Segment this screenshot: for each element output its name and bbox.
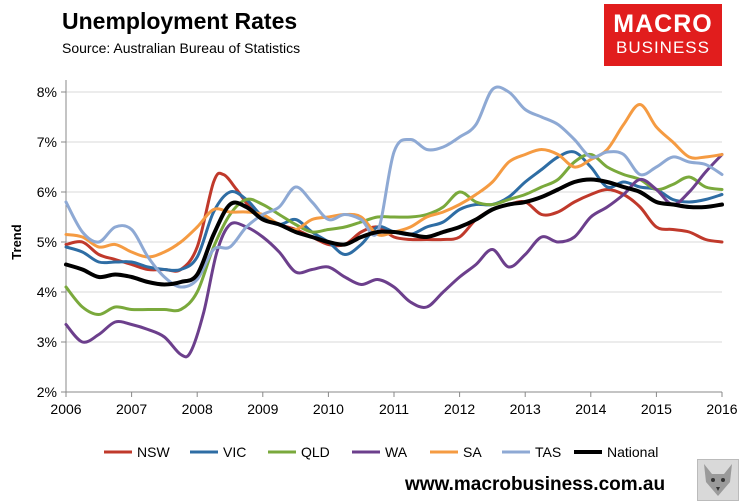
logo-line2: BUSINESS (616, 38, 710, 57)
legend-label-wa: WA (385, 444, 408, 460)
x-tick-label: 2011 (379, 401, 409, 417)
chart-subtitle: Source: Australian Bureau of Statistics (62, 40, 301, 56)
series-line-qld (64, 152, 724, 316)
y-tick-label: 6% (37, 184, 57, 200)
legend-label-qld: QLD (301, 444, 330, 460)
y-tick-label: 8% (37, 84, 57, 100)
x-tick-label: 2006 (50, 401, 81, 417)
x-tick-label: 2007 (116, 401, 147, 417)
y-axis-ticks: 2% 3% 4% 5% 6% 7% 8% (37, 84, 66, 400)
x-tick-label: 2012 (444, 401, 475, 417)
wolf-mascot-icon (697, 459, 739, 501)
y-tick-label: 5% (37, 234, 57, 250)
x-tick-label: 2016 (706, 401, 737, 417)
legend-label-tas: TAS (535, 444, 561, 460)
unemployment-line-chart: 2%3%4%5%6%7%8% 2006 2007 2008 2009 2010 2011 2… (9, 80, 738, 460)
series-line-tas (64, 85, 724, 289)
website-url[interactable]: www.macrobusiness.com.au (405, 474, 666, 495)
x-axis-ticks: 2006 2007 2008 2009 2010 2011 2012 2013 2014 2015… (50, 392, 738, 417)
legend: NSW VIC QLD WA SA TAS National (104, 444, 658, 460)
legend-label-vic: VIC (223, 444, 246, 460)
series-line-national (64, 177, 724, 287)
gridlines (66, 91, 722, 343)
chart-title: Unemployment Rates (62, 8, 298, 34)
x-tick-label: 2013 (510, 401, 541, 417)
legend-label-national: National (607, 444, 658, 460)
legend-label-nsw: NSW (137, 444, 170, 460)
macrobusiness-logo: MACRO BUSINESS (604, 4, 722, 66)
y-tick-label: 3% (37, 334, 57, 350)
y-tick-label: 7% (37, 134, 57, 150)
y-axis-label: Trend (9, 224, 24, 259)
x-tick-label: 2014 (575, 401, 606, 417)
y-tick-label: 4% (37, 284, 57, 300)
logo-line1: MACRO (613, 10, 713, 38)
x-tick-label: 2015 (641, 401, 672, 417)
legend-label-sa: SA (463, 444, 482, 460)
y-tick-label: 2% (37, 384, 57, 400)
series-line-wa (64, 153, 724, 359)
x-tick-label: 2008 (182, 401, 213, 417)
series-lines (64, 85, 724, 359)
x-tick-label: 2010 (313, 401, 344, 417)
x-tick-label: 2009 (247, 401, 278, 417)
